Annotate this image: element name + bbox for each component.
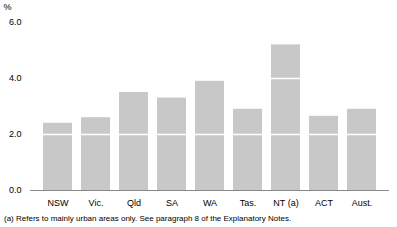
svg-text:WA: WA (203, 198, 217, 208)
svg-text:Aust.: Aust. (352, 198, 373, 208)
svg-text:ACT: ACT (315, 198, 334, 208)
svg-text:6.0: 6.0 (9, 17, 22, 27)
svg-text:0.0: 0.0 (9, 185, 22, 195)
svg-text:NSW: NSW (48, 198, 70, 208)
svg-text:Qld: Qld (127, 198, 141, 208)
svg-text:%: % (4, 2, 12, 12)
svg-text:Tas.: Tas. (240, 198, 257, 208)
svg-text:NT (a): NT (a) (273, 198, 298, 208)
svg-text:2.0: 2.0 (9, 129, 22, 139)
svg-text:Vic.: Vic. (89, 198, 104, 208)
html-text:(a) Refers to mainly urban are: (a) Refers to mainly urban areas only. S… (4, 214, 292, 223)
svg-text:SA: SA (166, 198, 178, 208)
svg-text:4.0: 4.0 (9, 73, 22, 83)
